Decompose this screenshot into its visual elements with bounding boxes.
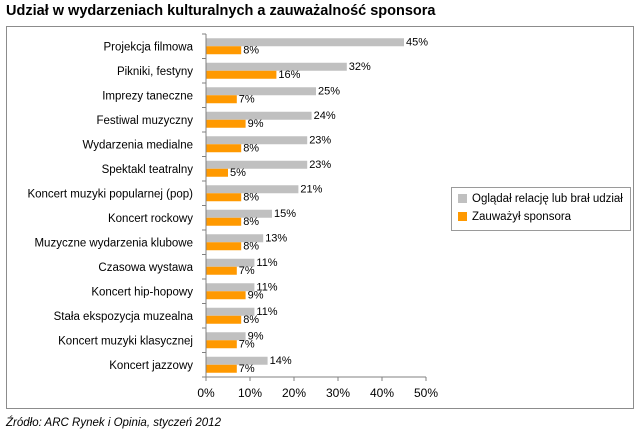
data-label-series-2: 7% xyxy=(239,265,255,277)
bar-series-1 xyxy=(206,136,308,145)
category-label: Koncert muzyki klasycznej xyxy=(58,335,193,347)
category-label: Koncert rockowy xyxy=(108,213,193,225)
data-label-series-1: 15% xyxy=(274,208,296,220)
bar-series-1 xyxy=(206,185,299,194)
data-label-series-2: 8% xyxy=(243,191,259,203)
x-tick-label: 20% xyxy=(282,386,306,400)
data-label-series-1: 11% xyxy=(256,306,277,318)
legend-label-series-1: Oglądał relację lub brał udział xyxy=(472,193,623,205)
bar-series-2 xyxy=(206,340,237,349)
data-label-series-2: 16% xyxy=(278,69,300,81)
data-label-series-2: 7% xyxy=(239,93,255,105)
data-label-series-2: 9% xyxy=(248,289,264,301)
bar-series-2 xyxy=(206,46,242,55)
legend-item-series-1: Oglądał relację lub brał udział xyxy=(458,193,623,205)
data-label-series-1: 21% xyxy=(300,183,322,195)
legend-swatch-series-2 xyxy=(458,212,467,221)
bar-series-1 xyxy=(206,62,347,71)
data-label-series-2: 8% xyxy=(243,240,259,252)
data-label-series-1: 25% xyxy=(318,85,340,97)
bar-series-2 xyxy=(206,70,277,79)
category-label: Stała ekspozycja muzealna xyxy=(54,311,194,323)
bar-series-1 xyxy=(206,87,316,96)
x-tick-label: 40% xyxy=(370,386,394,400)
bar-series-2 xyxy=(206,266,237,275)
bar-series-2 xyxy=(206,364,237,373)
bar-series-1 xyxy=(206,307,255,316)
data-label-series-1: 13% xyxy=(265,232,287,244)
legend-swatch-series-1 xyxy=(458,194,467,203)
category-label: Pikniki, festyny xyxy=(117,66,193,78)
data-label-series-2: 7% xyxy=(239,338,255,350)
bar-series-2 xyxy=(206,119,246,128)
legend-item-series-2: Zauważył sponsora xyxy=(458,211,571,223)
category-label: Koncert hip-hopowy xyxy=(91,286,193,298)
data-label-series-1: 11% xyxy=(256,281,277,293)
category-label: Koncert jazzowy xyxy=(109,360,193,372)
data-label-series-2: 8% xyxy=(243,44,259,56)
x-tick-label: 50% xyxy=(414,386,438,400)
bar-series-1 xyxy=(206,332,246,341)
category-label: Wydarzenia medialne xyxy=(83,139,193,151)
bar-series-1 xyxy=(206,38,404,47)
x-tick-label: 30% xyxy=(326,386,350,400)
data-label-series-1: 45% xyxy=(406,36,428,48)
legend-label-series-2: Zauważył sponsora xyxy=(472,211,572,223)
category-label: Muzyczne wydarzenia klubowe xyxy=(34,237,193,249)
bar-series-2 xyxy=(206,242,242,251)
category-label: Projekcja filmowa xyxy=(104,41,194,53)
data-label-series-1: 23% xyxy=(309,159,331,171)
data-label-series-1: 14% xyxy=(270,355,292,367)
bar-series-2 xyxy=(206,315,242,324)
bar-series-2 xyxy=(206,217,242,226)
data-label-series-1: 9% xyxy=(248,330,264,342)
bar-series-2 xyxy=(206,291,246,300)
data-label-series-2: 8% xyxy=(243,216,259,228)
bar-series-2 xyxy=(206,144,242,153)
bar-series-1 xyxy=(206,356,268,365)
bar-series-1 xyxy=(206,283,255,292)
bar-series-1 xyxy=(206,258,255,267)
category-label: Koncert muzyki popularnej (pop) xyxy=(27,188,193,200)
data-label-series-1: 24% xyxy=(314,110,336,122)
category-label: Spektakl teatralny xyxy=(102,164,194,176)
x-tick-label: 10% xyxy=(238,386,262,400)
x-tick-label: 0% xyxy=(197,386,215,400)
category-label: Imprezy taneczne xyxy=(102,90,193,102)
bar-series-1 xyxy=(206,111,312,120)
source-note: Źródło: ARC Rynek i Opinia, styczeń 2012 xyxy=(6,417,221,429)
category-label: Czasowa wystawa xyxy=(98,262,193,274)
bar-series-1 xyxy=(206,160,308,169)
data-label-series-2: 9% xyxy=(248,118,264,130)
data-label-series-2: 7% xyxy=(239,363,255,375)
data-label-series-1: 32% xyxy=(349,61,371,73)
data-label-series-2: 8% xyxy=(243,142,259,154)
bar-series-1 xyxy=(206,234,264,243)
bar-series-1 xyxy=(206,209,272,218)
data-label-series-2: 8% xyxy=(243,314,259,326)
bar-series-2 xyxy=(206,168,228,177)
chart-title: Udział w wydarzeniach kulturalnych a zau… xyxy=(6,3,436,19)
legend: Oglądał relację lub brał udział Zauważył… xyxy=(451,187,631,231)
bar-series-2 xyxy=(206,193,242,202)
category-label: Festiwal muzyczny xyxy=(97,115,194,127)
bar-series-2 xyxy=(206,95,237,104)
data-label-series-1: 11% xyxy=(256,257,277,269)
data-label-series-2: 5% xyxy=(230,167,246,179)
data-label-series-1: 23% xyxy=(309,134,331,146)
